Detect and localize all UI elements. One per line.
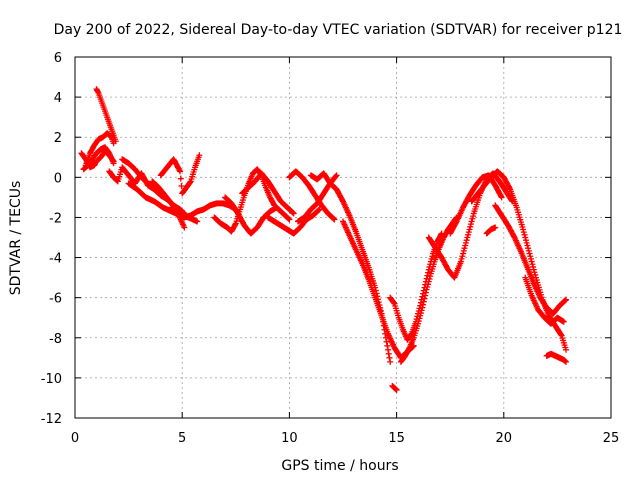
y-tick-label: -4 xyxy=(49,252,62,267)
point-markers xyxy=(239,170,297,217)
point-markers xyxy=(468,168,569,353)
series-arc-8 xyxy=(157,152,203,197)
point-markers xyxy=(522,274,567,327)
x-tick-label: 5 xyxy=(178,431,186,446)
series-arc-22 xyxy=(425,170,516,281)
series-arc-25 xyxy=(492,202,569,317)
y-axis-label: SDTVAR / TECUs xyxy=(8,181,24,296)
point-markers xyxy=(264,206,323,237)
series-arc-2 xyxy=(80,144,117,173)
series-arc-13 xyxy=(239,170,297,217)
point-markers xyxy=(93,86,119,145)
series-arc-3 xyxy=(82,130,117,169)
series-arc-24 xyxy=(468,168,569,353)
point-markers xyxy=(389,382,400,393)
series-arc-16 xyxy=(294,172,340,225)
point-markers xyxy=(294,172,340,225)
series-arc-14 xyxy=(264,206,323,237)
y-tick-label: 0 xyxy=(54,171,62,186)
x-tick-label: 0 xyxy=(71,431,79,446)
x-tick-label: 25 xyxy=(603,431,620,446)
series-arc-27 xyxy=(522,274,567,327)
point-markers xyxy=(492,202,569,317)
x-axis-label: GPS time / hours xyxy=(281,458,398,474)
y-tick-label: -10 xyxy=(41,372,62,387)
point-markers xyxy=(483,224,499,237)
series-arc-10 xyxy=(168,200,239,221)
point-markers xyxy=(168,200,239,221)
y-tick-label: 4 xyxy=(54,91,62,106)
series-arc-19 xyxy=(389,382,400,393)
point-markers xyxy=(82,130,117,169)
series-arc-4 xyxy=(93,86,119,145)
y-tick-label: 6 xyxy=(54,51,62,66)
chart-title: Day 200 of 2022, Sidereal Day-to-day VTE… xyxy=(54,22,623,38)
series-arc-28 xyxy=(543,350,569,365)
point-markers xyxy=(425,170,516,281)
point-markers xyxy=(80,144,117,173)
series-arc-26 xyxy=(483,224,499,237)
y-tick-label: -2 xyxy=(49,211,62,226)
y-tick-label: -8 xyxy=(49,332,62,347)
plot-frame xyxy=(74,56,612,419)
y-tick-label: -6 xyxy=(49,292,62,307)
x-tick-label: 15 xyxy=(388,431,405,446)
x-tick-label: 20 xyxy=(496,431,513,446)
point-markers xyxy=(157,152,203,197)
series-arc-12 xyxy=(222,194,293,237)
point-markers xyxy=(222,194,293,237)
data-marks xyxy=(78,86,569,393)
y-tick-label: -12 xyxy=(41,412,62,427)
grid-lines xyxy=(75,57,611,418)
x-tick-label: 10 xyxy=(281,431,298,446)
axis-ticks: 0 5 10 15 20 25 -12 -10 -8 -6 -4 -2 0 2 4 6 xyxy=(41,51,620,446)
point-markers xyxy=(543,350,569,365)
y-tick-label: 2 xyxy=(54,131,62,146)
